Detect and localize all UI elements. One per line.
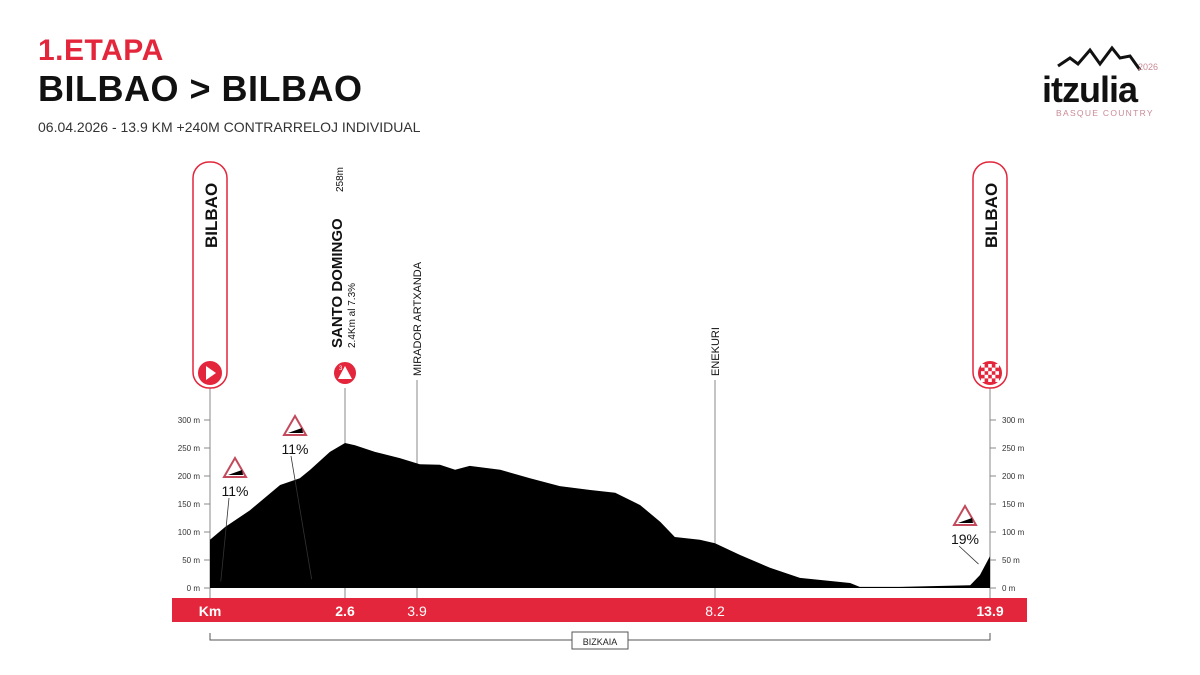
y-tick-label: 300 m	[1002, 416, 1025, 425]
checkered-flag-icon	[981, 364, 999, 382]
y-tick-label: 50 m	[1002, 556, 1020, 565]
stage-meta: 06.04.2026 - 13.9 KM +240M CONTRARRELOJ …	[38, 119, 421, 135]
checker-square	[988, 371, 992, 375]
gradient-label: 11%	[222, 483, 249, 499]
checker-square	[995, 371, 999, 375]
slope-icon	[958, 518, 973, 523]
mountain-icon	[338, 366, 352, 379]
checker-square	[981, 371, 985, 375]
play-icon	[206, 366, 216, 380]
climb-name: SANTO DOMINGO	[329, 218, 346, 348]
km-label: 2.6	[335, 603, 355, 619]
mirador-artxanda-label: MIRADOR ARTXANDA	[412, 261, 424, 376]
km-bar	[172, 598, 1027, 622]
gradient-pointer	[290, 455, 313, 580]
y-tick-label: 100 m	[178, 528, 201, 537]
checker-square	[988, 364, 992, 368]
y-tick-label: 0 m	[1002, 584, 1016, 593]
itzulia-logo: 2026 itzulia BASQUE COUNTRY	[1042, 45, 1158, 118]
svg-text:itzulia: itzulia	[1042, 69, 1139, 110]
start-city-label: BILBAO	[202, 183, 221, 248]
gradient-pointer	[220, 497, 230, 582]
km-label: Km	[199, 603, 222, 619]
stage-route-title: BILBAO > BILBAO	[38, 68, 363, 109]
km-label: 3.9	[407, 603, 427, 619]
slope-icon	[228, 470, 243, 475]
region-label: BIZKAIA	[583, 637, 618, 647]
finish-box	[972, 161, 1008, 389]
checker-square	[991, 367, 996, 372]
slope-icon	[288, 428, 303, 433]
checker-square	[981, 378, 985, 382]
y-tick-label: 150 m	[1002, 500, 1025, 509]
y-tick-label: 250 m	[1002, 444, 1025, 453]
y-tick-label: 100 m	[1002, 528, 1025, 537]
y-tick-label: 200 m	[178, 472, 201, 481]
enekuri-label: ENEKURI	[710, 327, 722, 376]
y-tick-label: 300 m	[178, 416, 201, 425]
checker-square	[981, 364, 985, 368]
climb-category: 3	[339, 366, 343, 372]
climb-detail: 2.4Km al 7.3%	[347, 283, 358, 348]
y-tick-label: 150 m	[178, 500, 201, 509]
y-tick-label: 250 m	[178, 444, 201, 453]
climb-altitude: 258m	[335, 167, 346, 192]
y-tick-label: 50 m	[182, 556, 200, 565]
y-tick-label: 0 m	[187, 584, 201, 593]
checker-square	[984, 374, 989, 379]
start-box	[192, 161, 228, 389]
km-label: 13.9	[976, 603, 1003, 619]
svg-text:2026: 2026	[1138, 62, 1158, 72]
checker-square	[984, 367, 989, 372]
gradient-pointer	[958, 545, 979, 565]
km-label: 8.2	[705, 603, 725, 619]
gradient-label: 11%	[282, 441, 309, 457]
checker-square	[991, 374, 996, 379]
stage-number: 1.ETAPA	[38, 34, 164, 67]
checker-square	[995, 364, 999, 368]
y-tick-label: 200 m	[1002, 472, 1025, 481]
gradient-label: 19%	[951, 531, 979, 547]
elevation-profile	[210, 443, 990, 588]
svg-text:BASQUE COUNTRY: BASQUE COUNTRY	[1056, 108, 1154, 118]
checker-square	[988, 378, 992, 382]
finish-city-label: BILBAO	[982, 183, 1001, 248]
checker-square	[995, 378, 999, 382]
region-box	[571, 631, 629, 650]
